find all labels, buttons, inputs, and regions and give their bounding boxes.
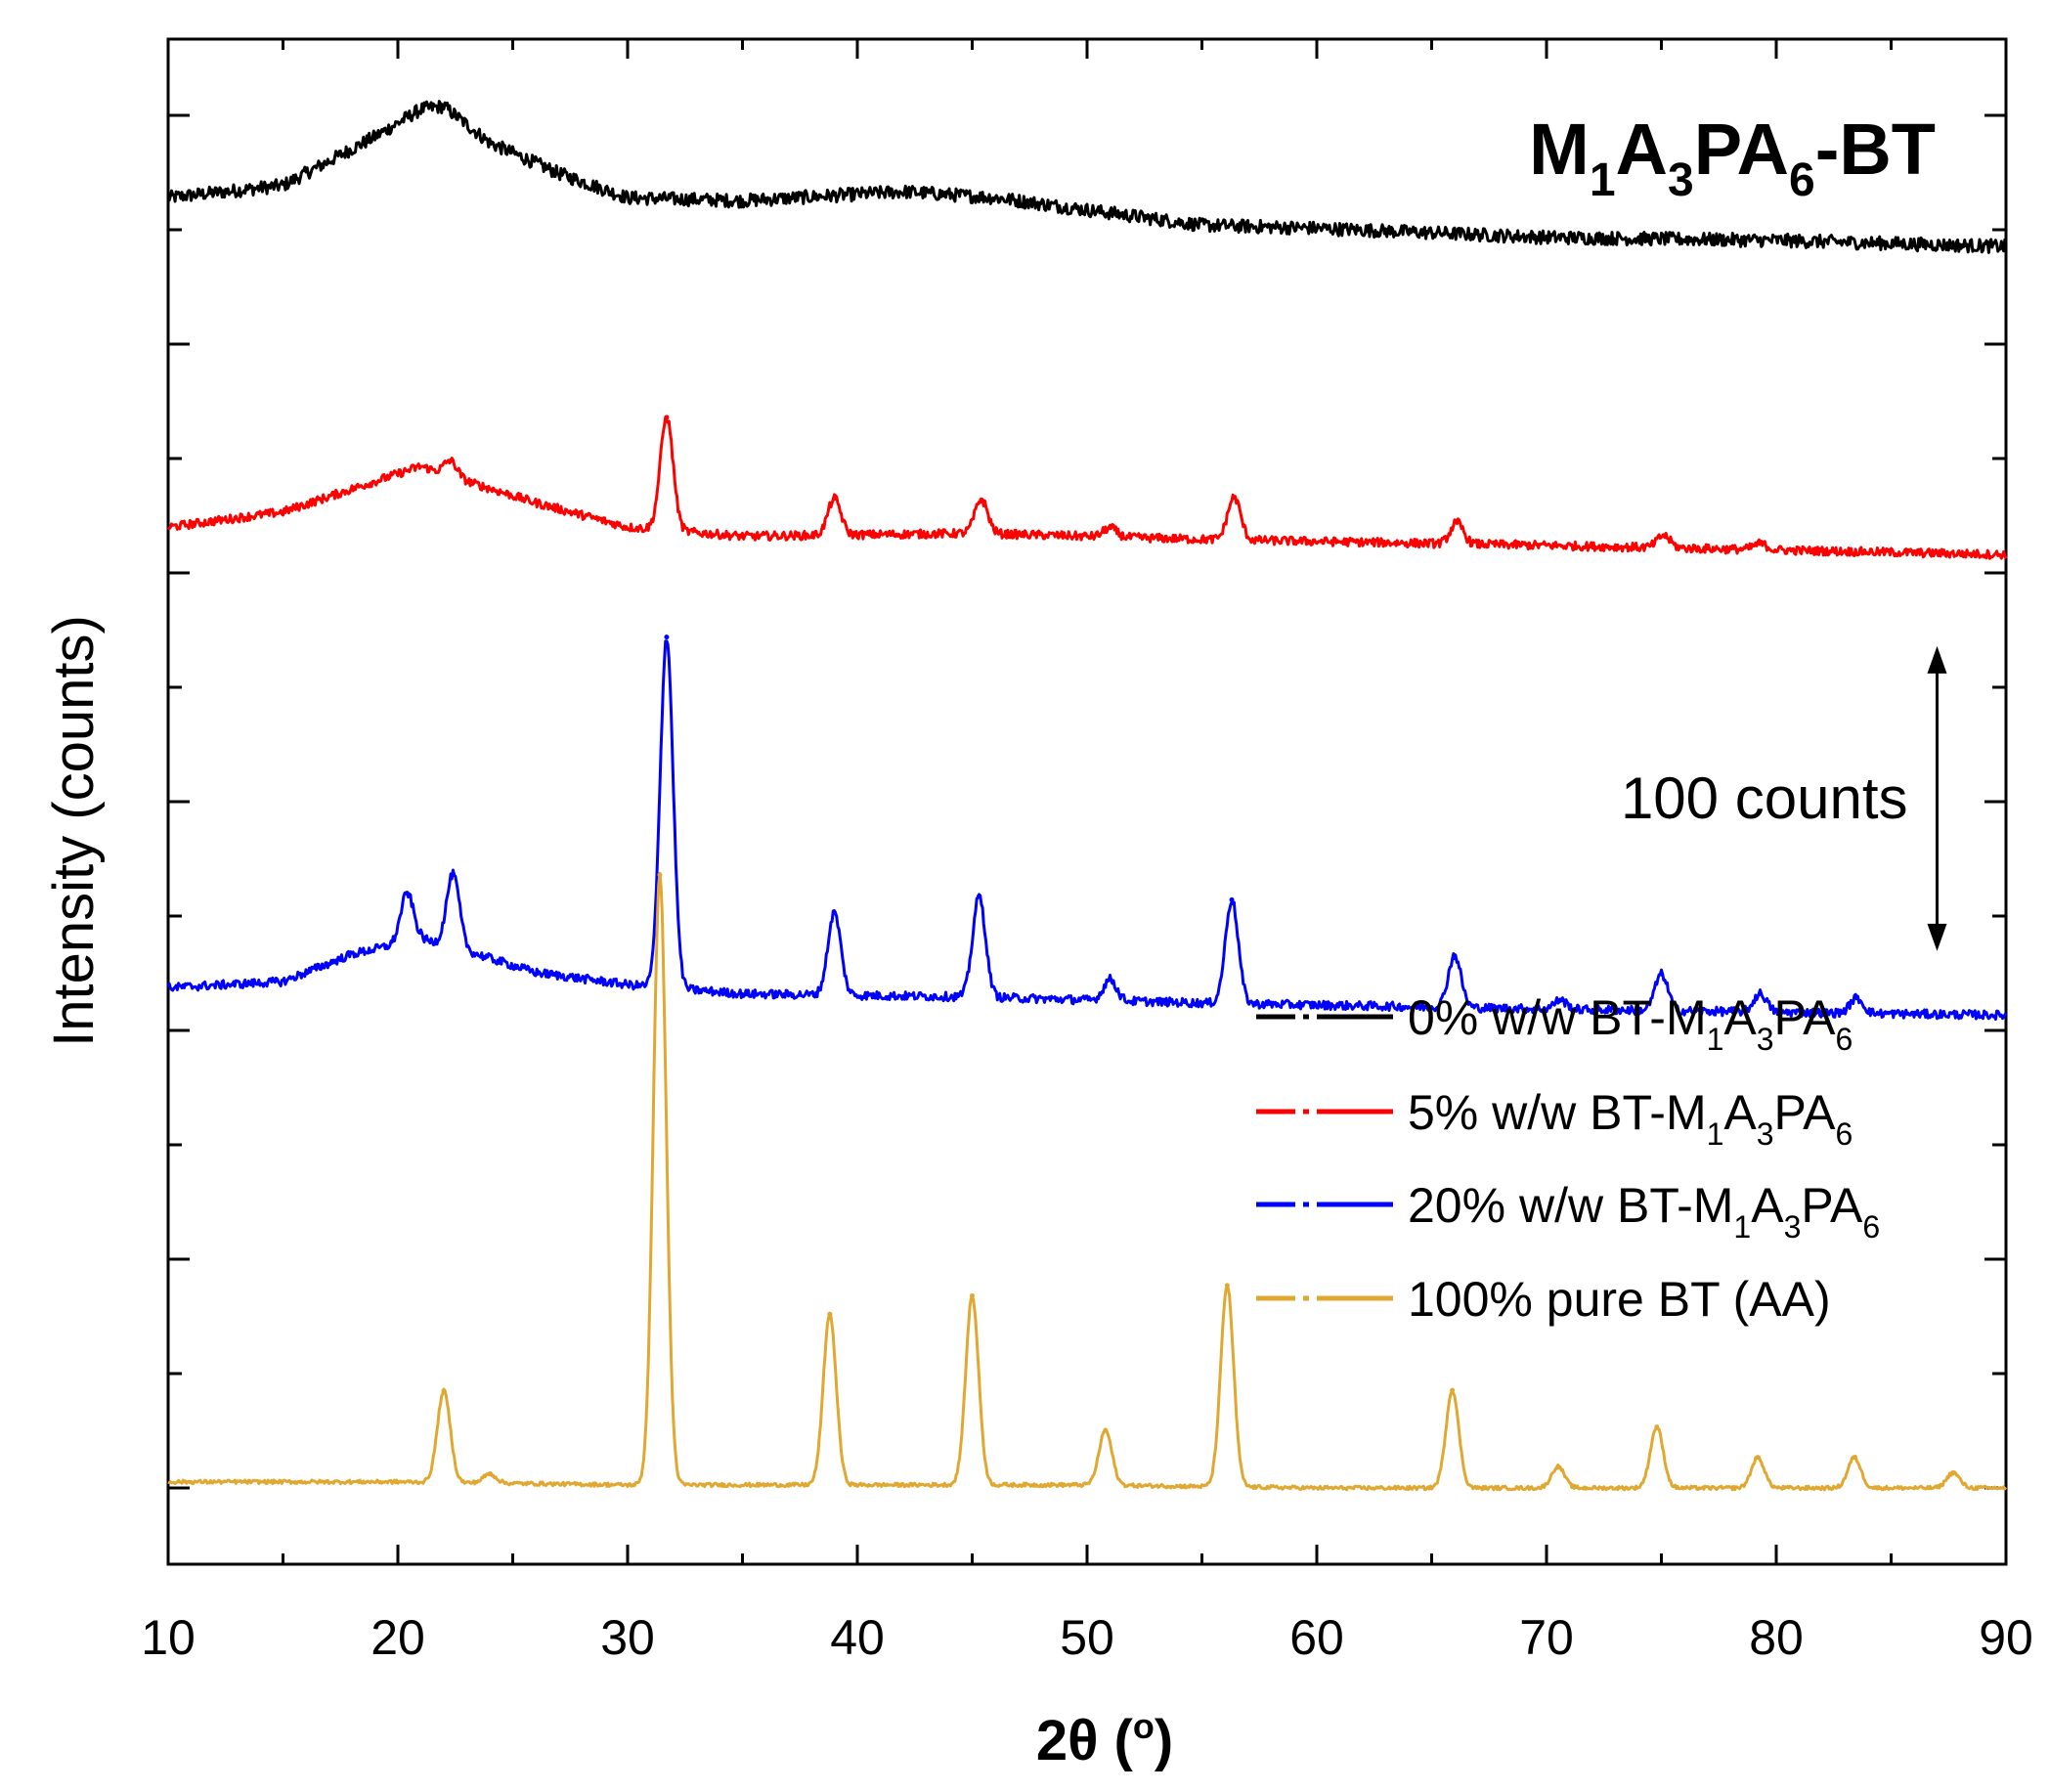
legend-sub: 1 bbox=[1733, 1209, 1751, 1245]
x-tick-label-20: 20 bbox=[371, 1610, 425, 1665]
peak-point-2-8 bbox=[1557, 997, 1563, 1003]
x-tick-label-60: 60 bbox=[1289, 1610, 1344, 1665]
legend-sub: 3 bbox=[1757, 1116, 1774, 1152]
legend-label-2: 20% w/w BT-M1A3PA6 bbox=[1408, 1178, 1880, 1245]
peak-point-1-4 bbox=[1108, 525, 1112, 531]
peak-point-2-7 bbox=[1452, 952, 1458, 958]
peak-point-1-8 bbox=[1758, 541, 1764, 546]
peak-point-1-5 bbox=[1231, 495, 1237, 501]
peak-point-2-0 bbox=[404, 891, 410, 896]
scale-bar-label: 100 counts bbox=[1621, 765, 1908, 831]
series-line-3 bbox=[167, 871, 2008, 1492]
y-axis-label: Intensity (counts) bbox=[42, 615, 106, 1047]
legend-sub: 6 bbox=[1862, 1209, 1880, 1245]
x-axis-label-sup: o bbox=[1133, 1706, 1155, 1746]
peak-point-3-7 bbox=[1450, 1387, 1456, 1393]
series-2 bbox=[166, 634, 2008, 1022]
peak-point-3-5 bbox=[1103, 1427, 1109, 1433]
peak-point-1-2 bbox=[832, 496, 837, 502]
peak-point-1-0 bbox=[448, 458, 454, 463]
series-1 bbox=[166, 415, 2008, 560]
chart-title: M1A3PA6-BT bbox=[1529, 109, 1936, 206]
series-line-0 bbox=[166, 100, 2008, 254]
peak-point-3-4 bbox=[970, 1292, 975, 1298]
peak-point-3-12 bbox=[1950, 1469, 1956, 1475]
chart-title-sub-3: 6 bbox=[1789, 154, 1815, 206]
peak-point-2-1 bbox=[450, 871, 456, 877]
peak-point-3-0 bbox=[441, 1388, 447, 1394]
legend-label-0: 0% w/w BT-M1A3PA6 bbox=[1408, 990, 1853, 1057]
legend-sub: 3 bbox=[1757, 1022, 1774, 1057]
peak-point-2-5 bbox=[1108, 977, 1112, 983]
x-tick-label-80: 80 bbox=[1749, 1610, 1804, 1665]
peak-point-3-3 bbox=[827, 1311, 833, 1317]
peak-point-3-2 bbox=[657, 872, 663, 878]
scale-bar-arrow-up-icon bbox=[1927, 645, 1947, 674]
peak-point-2-2 bbox=[664, 634, 670, 640]
series-line-1 bbox=[166, 415, 2008, 560]
series-0 bbox=[166, 100, 2008, 254]
series-line-2 bbox=[166, 639, 2008, 1022]
peak-point-2-6 bbox=[1229, 896, 1235, 902]
scale-bar: 100 counts bbox=[1621, 645, 1947, 951]
peak-point-3-8 bbox=[1555, 1464, 1561, 1469]
legend-sub: 3 bbox=[1784, 1209, 1802, 1245]
peak-point-3-6 bbox=[1224, 1283, 1230, 1289]
peak-point-3-9 bbox=[1654, 1424, 1660, 1430]
peak-point-2-10 bbox=[1758, 990, 1764, 996]
legend-sub: 1 bbox=[1707, 1116, 1724, 1152]
peak-point-1-7 bbox=[1661, 533, 1667, 539]
x-tick-label-90: 90 bbox=[1979, 1610, 2033, 1665]
legend-sub: 6 bbox=[1836, 1022, 1853, 1057]
peak-point-3-10 bbox=[1755, 1455, 1761, 1461]
peak-point-2-11 bbox=[1853, 995, 1859, 1001]
x-tick-label-10: 10 bbox=[141, 1610, 196, 1665]
series-layer bbox=[166, 100, 2008, 1492]
x-tick-label-50: 50 bbox=[1060, 1610, 1114, 1665]
legend-label-3: 100% pure BT (AA) bbox=[1408, 1272, 1831, 1327]
x-axis-label: 2θ (o) bbox=[1036, 1706, 1173, 1772]
chart-title-sub-2: 3 bbox=[1668, 154, 1694, 206]
scale-bar-arrow-down-icon bbox=[1927, 923, 1947, 951]
legend: 0% w/w BT-M1A3PA6 5% w/w BT-M1A3PA6 20% w/… bbox=[1256, 990, 1880, 1327]
series-3 bbox=[167, 871, 2008, 1492]
peak-point-1-1 bbox=[664, 415, 670, 420]
peak-point-1-6 bbox=[1454, 519, 1460, 525]
legend-sub: 6 bbox=[1836, 1116, 1853, 1152]
peak-point-3-1 bbox=[487, 1471, 493, 1477]
chart-title-sub-1: 1 bbox=[1590, 154, 1616, 206]
legend-label-1: 5% w/w BT-M1A3PA6 bbox=[1408, 1085, 1853, 1152]
x-tick-labels: 10 20 30 40 50 60 70 80 90 bbox=[141, 1610, 2033, 1665]
x-tick-label-70: 70 bbox=[1519, 1610, 1574, 1665]
axis-ticks bbox=[166, 39, 2008, 1564]
peak-point-2-4 bbox=[977, 894, 982, 899]
peak-point-2-9 bbox=[1659, 971, 1664, 977]
x-tick-label-40: 40 bbox=[830, 1610, 885, 1665]
x-tick-label-30: 30 bbox=[600, 1610, 655, 1665]
peak-point-1-3 bbox=[979, 497, 984, 503]
legend-sub: 1 bbox=[1707, 1022, 1724, 1057]
peak-point-2-3 bbox=[832, 910, 837, 916]
peak-point-3-11 bbox=[1852, 1455, 1857, 1461]
